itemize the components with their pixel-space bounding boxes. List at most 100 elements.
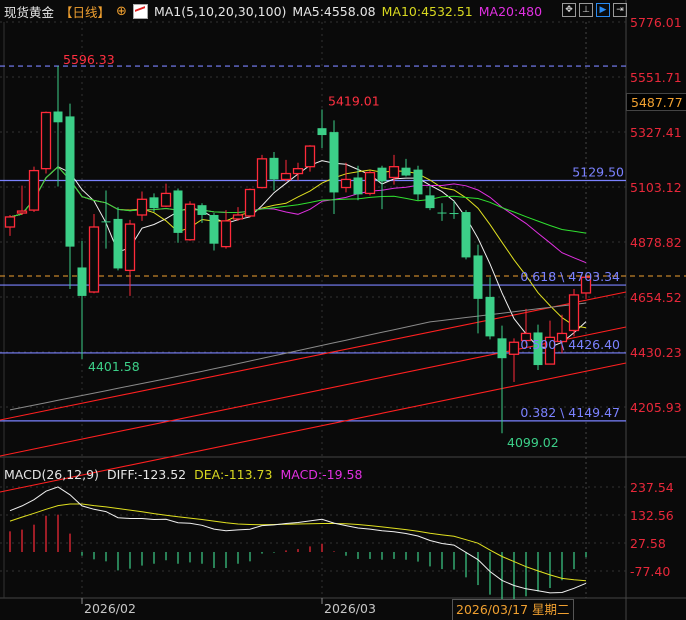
candle[interactable]: [544, 320, 556, 365]
candle[interactable]: [520, 308, 532, 344]
ma5-value: MA5:4558.08: [292, 3, 376, 19]
candle-body: [364, 171, 376, 195]
macd-axis-label: 132.56: [630, 508, 674, 523]
trend-channel-line: [0, 291, 627, 421]
candle-body: [304, 145, 316, 168]
candle[interactable]: [113, 207, 123, 271]
candle[interactable]: [485, 277, 495, 340]
candle[interactable]: [377, 165, 387, 210]
candle[interactable]: [353, 165, 363, 201]
range-tool-icon[interactable]: ⊥: [579, 3, 593, 17]
candle[interactable]: [220, 210, 232, 249]
candle[interactable]: [149, 193, 159, 213]
candle[interactable]: [256, 154, 268, 189]
price-axis-label: 4205.93: [630, 400, 682, 415]
candle-body: [425, 195, 435, 209]
candle[interactable]: [101, 190, 111, 249]
candle[interactable]: [340, 162, 352, 193]
high-price-label: 5419.01: [328, 94, 380, 109]
price-axis-label: 4654.52: [630, 290, 682, 305]
candle[interactable]: [437, 203, 447, 221]
candle-body: [40, 111, 52, 170]
ma20-value: MA20:480: [478, 3, 543, 19]
candle-body: [353, 177, 363, 195]
candle[interactable]: [280, 159, 292, 182]
candle[interactable]: [580, 274, 592, 299]
ma10-value: MA10:4532.51: [381, 3, 473, 19]
candle[interactable]: [413, 165, 423, 201]
candle-body: [209, 214, 219, 244]
candle-body: [256, 158, 268, 189]
globe-icon[interactable]: ⊕: [116, 3, 127, 19]
candle-body: [197, 205, 207, 215]
exit-tool-icon[interactable]: ⇥: [613, 3, 627, 17]
candle[interactable]: [401, 158, 411, 177]
candle[interactable]: [232, 207, 244, 221]
play-tool-icon[interactable]: ▶: [596, 3, 610, 17]
macd-title[interactable]: MACD(26,12,9): [4, 467, 99, 482]
candle[interactable]: [364, 170, 376, 196]
crosshair-tool-icon[interactable]: ✥: [562, 3, 576, 17]
candle[interactable]: [269, 151, 279, 191]
candle-body: [340, 178, 352, 189]
candle-body: [413, 169, 423, 195]
candle[interactable]: [292, 162, 304, 181]
fib-382-label: 0.382 \ 4149.47: [520, 405, 620, 420]
candle-body: [220, 220, 232, 248]
candle[interactable]: [304, 145, 316, 172]
candle[interactable]: [497, 325, 507, 434]
dea-line: [9, 503, 587, 582]
macd-macd-value: MACD:-19.58: [280, 467, 363, 482]
candle-body: [184, 203, 196, 241]
candle[interactable]: [388, 154, 400, 185]
candle-body: [377, 167, 387, 182]
candle[interactable]: [461, 210, 471, 260]
candle[interactable]: [88, 214, 100, 294]
candle[interactable]: [244, 188, 256, 217]
candle[interactable]: [556, 314, 568, 354]
candle[interactable]: [124, 219, 136, 296]
candle[interactable]: [568, 289, 580, 337]
candle-body: [113, 218, 123, 269]
candle[interactable]: [53, 66, 63, 187]
ma-title[interactable]: MA1(5,10,20,30,100): [153, 3, 287, 19]
low-price-label: 4099.02: [507, 435, 559, 450]
candle[interactable]: [28, 166, 40, 213]
price-axis-label: 4878.82: [630, 235, 682, 250]
price-axis-label: 5551.71: [630, 70, 682, 85]
candle[interactable]: [160, 183, 172, 208]
candle[interactable]: [473, 244, 483, 334]
candle[interactable]: [329, 120, 339, 215]
candle[interactable]: [136, 191, 148, 221]
candle[interactable]: [184, 201, 196, 241]
candle[interactable]: [77, 240, 87, 360]
candle-body: [173, 190, 183, 233]
candle-body: [269, 157, 279, 180]
ma-chart-icon[interactable]: [132, 3, 148, 19]
period-label[interactable]: 【日线】: [60, 4, 111, 20]
macd-header: MACD(26,12,9) DIFF:-123.52 DEA:-113.73 M…: [4, 467, 362, 482]
candle-body: [136, 198, 148, 216]
candle[interactable]: [4, 214, 16, 236]
candle[interactable]: [40, 111, 52, 174]
low-price-label: 4401.58: [88, 359, 140, 374]
candle[interactable]: [173, 188, 183, 243]
candle[interactable]: [533, 324, 543, 370]
candle-body: [461, 212, 471, 258]
candle[interactable]: [197, 203, 207, 223]
candle[interactable]: [209, 213, 219, 251]
candle[interactable]: [508, 338, 520, 382]
candle[interactable]: [317, 109, 327, 149]
candle[interactable]: [449, 201, 459, 219]
trend-channel-line: [0, 362, 627, 493]
candle[interactable]: [65, 103, 75, 290]
candle[interactable]: [425, 185, 435, 211]
fib-618-label: 0.618 \ 4703.34: [520, 269, 620, 284]
chart-toolbar: ✥ ⊥ ▶ ⇥: [562, 3, 627, 17]
candle[interactable]: [16, 185, 28, 215]
candle-body: [401, 167, 411, 176]
candle-body: [65, 116, 75, 247]
macd-axis-label: 237.54: [630, 480, 674, 495]
